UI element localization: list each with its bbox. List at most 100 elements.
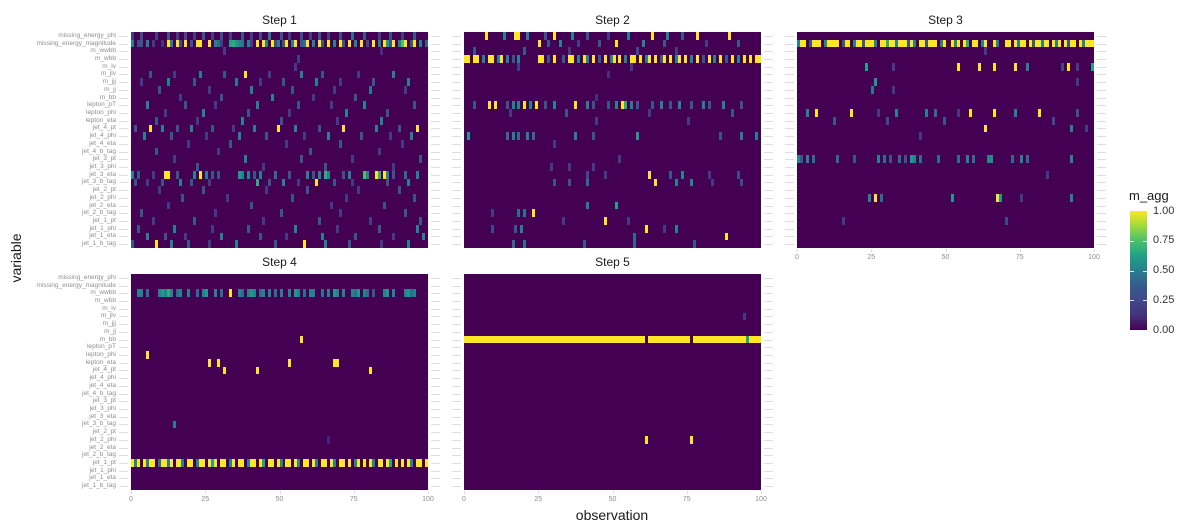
heatmap-cell bbox=[386, 170, 390, 179]
heatmap-cell bbox=[163, 109, 167, 117]
heatmap-cell bbox=[279, 32, 283, 40]
heatmap-cell bbox=[332, 459, 336, 467]
heatmap-cell bbox=[410, 459, 414, 467]
heatmap-cell bbox=[261, 289, 265, 298]
y-tick-right-dash bbox=[764, 113, 773, 114]
heatmap-cell bbox=[951, 194, 955, 202]
heatmap-cell bbox=[169, 240, 173, 248]
heatmap-cell bbox=[249, 201, 253, 210]
heatmap-cell bbox=[802, 39, 806, 48]
heatmap-cell bbox=[386, 39, 390, 48]
heatmap-cell bbox=[389, 132, 393, 140]
heatmap-cell bbox=[356, 186, 360, 194]
heatmap-cell bbox=[511, 132, 515, 140]
heatmap-cell bbox=[591, 101, 595, 110]
y-tick-right-dash bbox=[431, 331, 440, 333]
heatmap-cell bbox=[490, 209, 494, 218]
y-tick-right-dash bbox=[764, 308, 773, 310]
y-tick-label: jet_3_b_tag bbox=[82, 178, 116, 186]
heatmap-cell bbox=[214, 209, 218, 218]
y-tick-right-dash bbox=[764, 190, 773, 192]
heatmap-cell bbox=[341, 39, 345, 48]
y-tick-left-dash bbox=[452, 197, 461, 199]
heatmap-cell bbox=[252, 289, 256, 298]
heatmap-cell bbox=[895, 39, 898, 48]
heatmap-cell bbox=[318, 170, 322, 179]
heatmap-cell bbox=[594, 335, 598, 344]
heatmap-cell bbox=[538, 55, 542, 63]
y-tick-right-dash bbox=[431, 66, 440, 68]
heatmap-cell bbox=[933, 109, 937, 117]
heatmap-cell bbox=[544, 101, 548, 110]
heatmap-cell bbox=[220, 459, 224, 467]
heatmap-cell bbox=[282, 39, 286, 48]
heatmap-cell bbox=[942, 39, 946, 48]
y-tick-left-dash bbox=[785, 197, 794, 199]
heatmap-cell bbox=[553, 32, 557, 40]
y-tick-right-dash bbox=[764, 285, 773, 287]
heatmap-cell bbox=[859, 39, 863, 48]
heatmap-cell bbox=[615, 39, 619, 48]
heatmap-cell bbox=[841, 39, 845, 48]
heatmap-cell bbox=[255, 101, 259, 110]
heatmap-cell bbox=[469, 335, 473, 344]
heatmap-cell bbox=[187, 240, 191, 248]
heatmap-cell bbox=[553, 178, 557, 187]
heatmap-cell bbox=[267, 289, 271, 298]
heatmap-cell bbox=[217, 358, 221, 367]
heatmap-cell bbox=[562, 55, 565, 63]
heatmap-cell bbox=[285, 459, 289, 467]
heatmap-cell bbox=[674, 335, 678, 344]
heatmap-cell bbox=[401, 140, 405, 148]
heatmap-cell bbox=[484, 32, 488, 40]
heatmap-cell bbox=[229, 39, 232, 48]
heatmap-cell bbox=[621, 335, 625, 344]
y-tick-left-dash bbox=[452, 486, 461, 488]
heatmap-cell bbox=[187, 459, 191, 467]
heatmap-cell bbox=[1025, 155, 1029, 164]
y-tick-right-dash bbox=[764, 385, 773, 387]
heatmap-cell bbox=[350, 32, 354, 40]
y-tick-right-dash bbox=[1097, 182, 1106, 184]
y-tick-left-dash bbox=[119, 385, 128, 387]
heatmap-cell bbox=[199, 39, 203, 48]
y-tick-left-dash bbox=[452, 205, 461, 207]
heatmap-cell bbox=[193, 170, 197, 179]
heatmap-cell bbox=[294, 224, 298, 233]
y-tick-left-dash bbox=[119, 105, 128, 107]
heatmap-cell bbox=[624, 55, 628, 63]
heatmap-cell bbox=[365, 170, 369, 179]
y-tick-right-dash bbox=[764, 159, 773, 161]
x-tick-label: 75 bbox=[682, 496, 691, 503]
heatmap-cell bbox=[636, 132, 640, 140]
heatmap-cell bbox=[517, 32, 521, 40]
heatmap-cell bbox=[175, 32, 179, 40]
heatmap-cell bbox=[553, 335, 557, 344]
heatmap-cell bbox=[270, 93, 274, 102]
heatmap-cell bbox=[1037, 109, 1041, 117]
y-tick-right-dash bbox=[764, 347, 773, 349]
heatmap-cell bbox=[805, 155, 809, 164]
y-tick-left-dash bbox=[119, 416, 128, 418]
heatmap-cell bbox=[567, 47, 571, 56]
heatmap-cell bbox=[285, 140, 289, 148]
heatmap-cell bbox=[582, 55, 586, 63]
heatmap-cell bbox=[1037, 39, 1041, 48]
heatmap-cell bbox=[1058, 39, 1062, 48]
heatmap-cell bbox=[380, 47, 384, 56]
y-tick-left-dash bbox=[119, 362, 128, 364]
y-tick-right-dash bbox=[764, 316, 773, 318]
heatmap-cell bbox=[389, 39, 393, 48]
heatmap-cell bbox=[187, 289, 191, 298]
y-tick-left-dash bbox=[119, 447, 128, 449]
heatmap-cell bbox=[258, 32, 262, 40]
heatmap-cell bbox=[740, 178, 744, 187]
heatmap-cell bbox=[386, 178, 390, 187]
heatmap-cell bbox=[211, 124, 215, 133]
heatmap-cell bbox=[276, 459, 280, 467]
y-tick-label: jet_1_phi bbox=[89, 466, 116, 474]
heatmap-cell bbox=[255, 178, 259, 187]
y-tick-left-dash bbox=[119, 293, 128, 295]
y-tick-left-dash bbox=[119, 470, 128, 472]
y-tick-label: jet_2_pt bbox=[92, 186, 116, 194]
